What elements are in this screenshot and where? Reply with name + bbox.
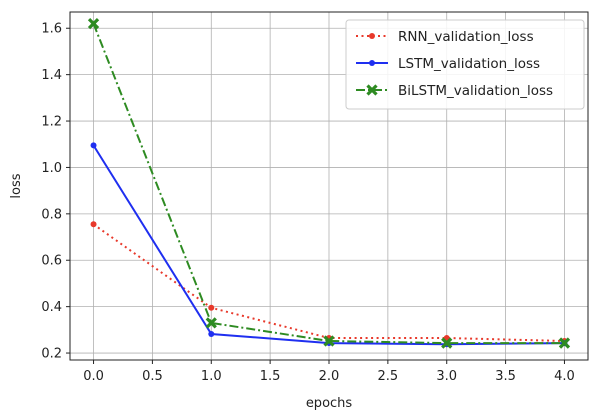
x-tick-label: 0.0 [83,369,104,384]
series-line [92,23,565,345]
x-tick-label: 3.5 [495,369,516,384]
data-point [90,221,97,228]
y-tick-label: 1.4 [41,68,62,83]
legend: RNN_validation_loss LSTM_validation_loss B… [345,19,585,110]
legend-marker [366,84,378,96]
legend-box [345,19,585,110]
legend-label: RNN_validation_loss [398,29,534,45]
series-layer [87,17,571,349]
legend-marker [369,33,375,39]
data-point [87,17,100,30]
y-tick-label: 1.0 [41,161,62,176]
legend-label: LSTM_validation_loss [398,56,540,72]
legend-marker [369,60,375,66]
data-point [441,337,453,349]
x-tick-label: 2.0 [319,369,340,384]
y-tick-label: 0.8 [41,207,62,222]
x-tick-label: 2.5 [378,369,399,384]
legend-label: BiLSTM_validation_loss [398,83,553,99]
x-tick-label: 4.0 [554,369,575,384]
y-tick-label: 0.2 [41,347,62,362]
data-point [558,337,571,349]
x-tick-label: 1.5 [260,369,281,384]
x-tick-label: 3.0 [436,369,457,384]
y-axis-label: loss [9,173,24,198]
data-point [208,331,215,338]
y-tick-label: 1.6 [41,22,62,37]
x-axis-label: epochs [306,396,353,410]
series-2 [87,17,571,349]
x-ticks: 0.0 0.5 1.0 1.5 2.0 2.5 3.0 3.5 4.0 [83,360,575,384]
y-tick-label: 1.2 [41,115,62,130]
y-tick-label: 0.6 [41,254,62,269]
y-tick-label: 0.4 [41,300,62,315]
data-point [90,142,97,149]
x-tick-label: 0.5 [142,369,163,384]
x-tick-label: 1.0 [201,369,222,384]
data-point [205,317,217,329]
data-point [208,304,215,311]
data-point [323,335,335,347]
legend-item: RNN_validation_loss [356,29,534,45]
y-ticks: 0.2 0.4 0.6 0.8 1.0 1.2 1.4 1.6 [41,22,70,362]
legend-item: BiLSTM_validation_loss [356,83,553,99]
legend-item: LSTM_validation_loss [356,56,540,72]
